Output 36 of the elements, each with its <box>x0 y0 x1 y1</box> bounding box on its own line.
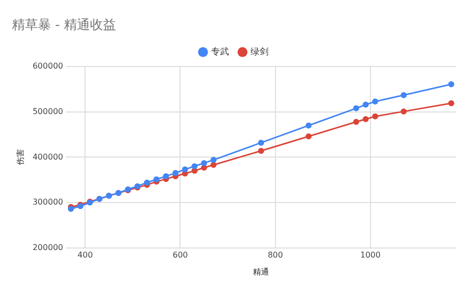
x-tick-label: 600 <box>172 250 188 260</box>
y-tick-label: 500000 <box>32 106 64 116</box>
y-tick-label: 200000 <box>32 242 64 252</box>
point <box>172 170 178 176</box>
x-tick-label: 800 <box>268 250 283 260</box>
point <box>192 163 198 170</box>
x-tick-label: 1000 <box>360 250 381 260</box>
y-axis-title: 伤害 <box>16 149 25 166</box>
point <box>306 133 312 140</box>
point <box>362 116 369 122</box>
y-tick-label: 400000 <box>32 152 64 162</box>
y-tick-label: 300000 <box>32 198 64 207</box>
point <box>448 81 454 88</box>
point <box>448 100 454 106</box>
legend-label: 绿剑 <box>250 46 268 58</box>
point <box>353 118 360 125</box>
point <box>258 148 264 154</box>
point <box>210 162 217 168</box>
point <box>372 113 378 120</box>
point <box>372 98 378 104</box>
chart-title: 精草暴 - 精通收益 <box>12 18 116 34</box>
point <box>210 156 217 163</box>
point <box>306 122 312 128</box>
point <box>353 105 360 112</box>
point <box>400 92 407 98</box>
point <box>362 102 369 108</box>
point <box>182 166 188 172</box>
x-axis-title: 精通 <box>253 267 270 276</box>
point <box>201 160 208 166</box>
point <box>400 108 407 114</box>
y-tick-label: 600000 <box>32 62 64 71</box>
point <box>258 140 264 146</box>
legend-label: 专武 <box>211 46 229 58</box>
x-tick-label: 400 <box>78 250 93 260</box>
point <box>162 173 169 180</box>
point <box>153 176 160 182</box>
